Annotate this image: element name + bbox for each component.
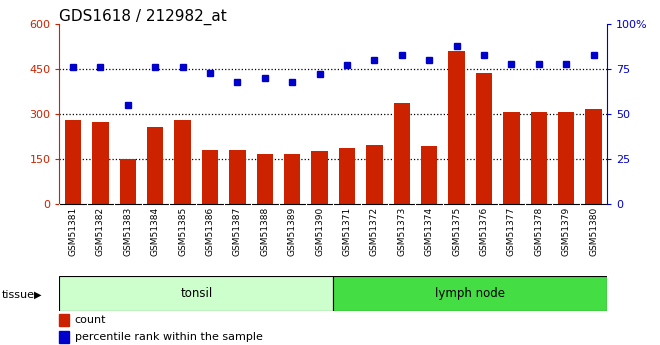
Text: count: count — [75, 315, 106, 325]
Text: GSM51386: GSM51386 — [205, 207, 214, 256]
Text: tissue: tissue — [1, 290, 34, 300]
Text: tonsil: tonsil — [180, 287, 213, 300]
Bar — [284, 154, 300, 204]
Text: GSM51378: GSM51378 — [534, 207, 543, 256]
Text: GSM51380: GSM51380 — [589, 207, 598, 256]
Text: percentile rank within the sample: percentile rank within the sample — [75, 332, 263, 342]
Bar — [119, 159, 136, 204]
Bar — [366, 145, 383, 204]
Bar — [59, 331, 69, 343]
Bar — [476, 73, 492, 204]
Bar — [585, 109, 602, 204]
Text: GDS1618 / 212982_at: GDS1618 / 212982_at — [59, 9, 227, 25]
Bar — [339, 148, 355, 204]
Text: GSM51390: GSM51390 — [315, 207, 324, 256]
Text: GSM51377: GSM51377 — [507, 207, 516, 256]
Text: ▶: ▶ — [34, 290, 42, 300]
Text: GSM51381: GSM51381 — [69, 207, 78, 256]
Text: GSM51388: GSM51388 — [260, 207, 269, 256]
Bar — [257, 154, 273, 204]
Bar — [531, 112, 547, 204]
Text: GSM51385: GSM51385 — [178, 207, 187, 256]
Bar — [59, 276, 333, 310]
Bar — [65, 120, 81, 204]
Text: GSM51384: GSM51384 — [150, 207, 160, 256]
Bar — [202, 150, 218, 204]
Text: GSM51383: GSM51383 — [123, 207, 133, 256]
Bar — [333, 276, 607, 310]
Text: GSM51379: GSM51379 — [562, 207, 571, 256]
Bar — [174, 120, 191, 204]
Bar — [229, 150, 246, 204]
Bar — [503, 112, 519, 204]
Bar — [558, 112, 574, 204]
Text: GSM51374: GSM51374 — [424, 207, 434, 256]
Bar — [147, 127, 164, 204]
Text: GSM51373: GSM51373 — [397, 207, 407, 256]
Text: GSM51382: GSM51382 — [96, 207, 105, 256]
Text: GSM51371: GSM51371 — [343, 207, 352, 256]
Bar — [448, 51, 465, 204]
Text: GSM51372: GSM51372 — [370, 207, 379, 256]
Bar — [421, 146, 438, 204]
Bar — [393, 104, 410, 204]
Text: GSM51387: GSM51387 — [233, 207, 242, 256]
Text: GSM51376: GSM51376 — [479, 207, 488, 256]
Bar — [92, 122, 109, 204]
Text: GSM51375: GSM51375 — [452, 207, 461, 256]
Text: lymph node: lymph node — [435, 287, 506, 300]
Bar — [59, 314, 69, 326]
Text: GSM51389: GSM51389 — [288, 207, 297, 256]
Bar — [312, 151, 328, 204]
